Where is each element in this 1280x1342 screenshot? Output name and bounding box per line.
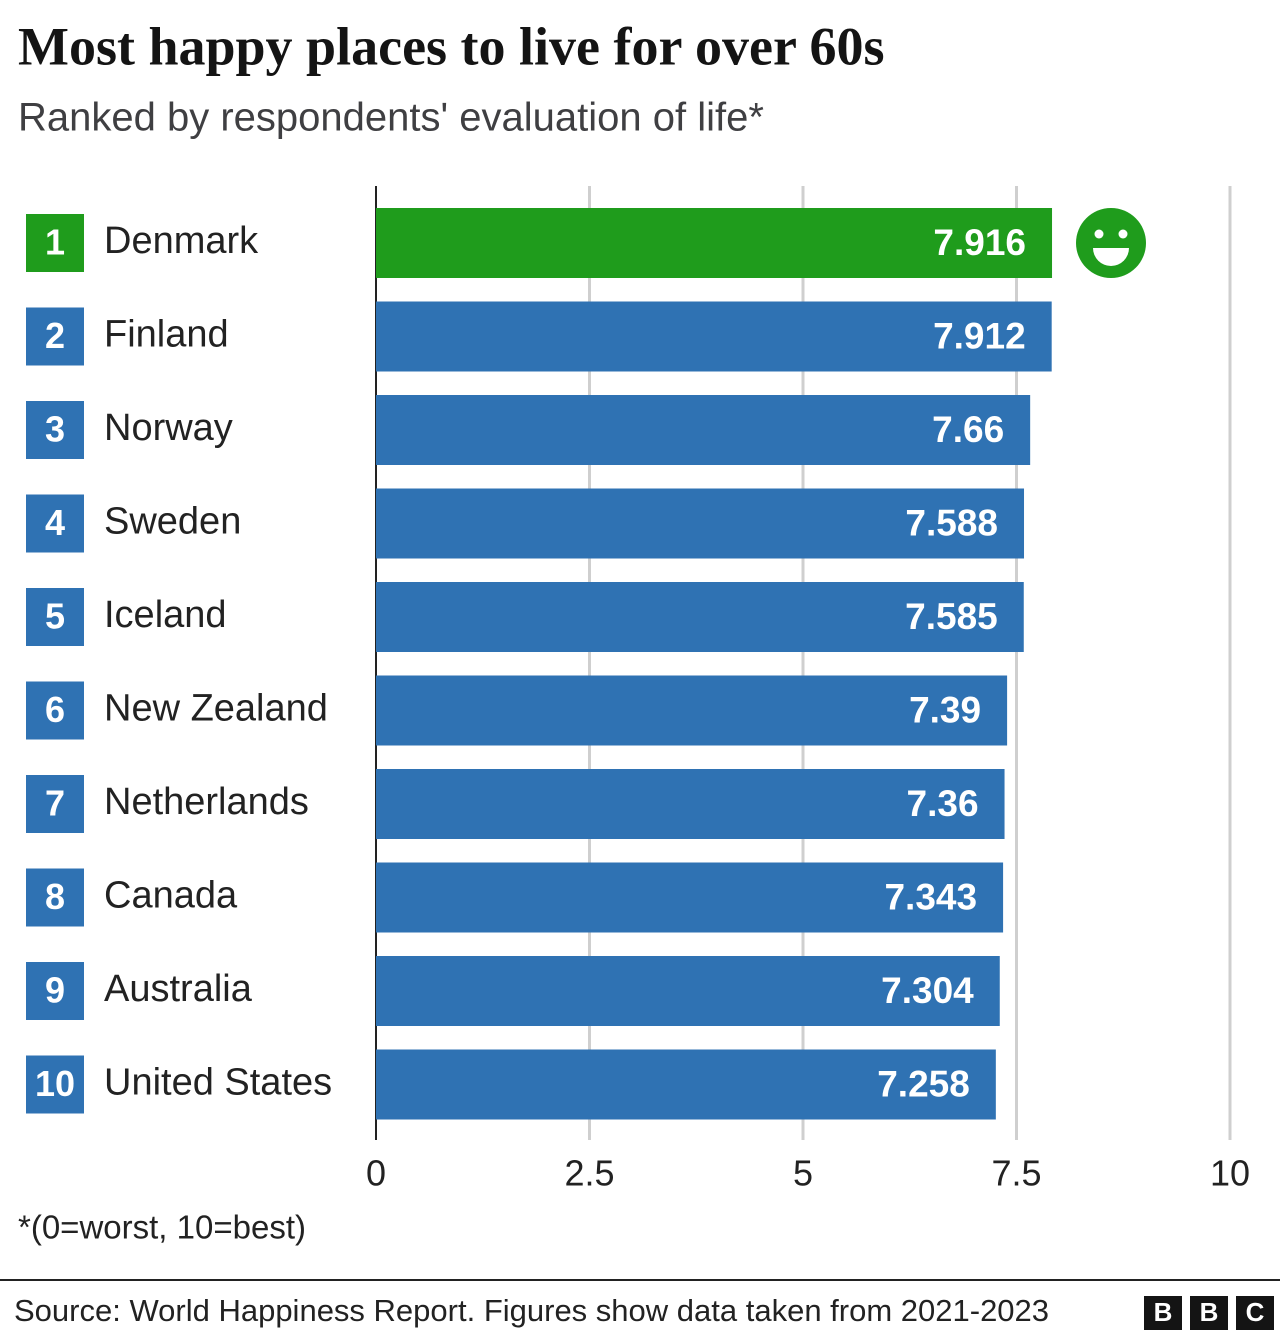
category-label: Netherlands: [104, 781, 309, 823]
footnote: *(0=worst, 10=best): [18, 1209, 306, 1246]
category-label: Canada: [104, 875, 238, 917]
bar: [376, 208, 1053, 278]
rank-box: [26, 494, 84, 553]
rank-label: 3: [45, 409, 65, 450]
rank-label: 8: [45, 876, 65, 917]
bar: [376, 675, 1008, 746]
bar: [376, 956, 1000, 1026]
smiley-icon: [1076, 208, 1146, 278]
rank-box: [26, 775, 84, 833]
x-tick-label: 5: [793, 1153, 813, 1194]
chart-title: Most happy places to live for over 60s: [18, 16, 884, 76]
rank-label: 2: [45, 315, 65, 356]
value-label: 7.916: [933, 222, 1026, 263]
logo-box: [1236, 1296, 1274, 1330]
value-label: 7.39: [909, 689, 981, 730]
value-label: 7.912: [933, 315, 1026, 356]
rank-box: [26, 307, 84, 366]
value-label: 7.36: [907, 783, 979, 824]
rank-label: 5: [45, 596, 65, 637]
x-tick-label: 2.5: [564, 1153, 614, 1194]
bar: [376, 488, 1025, 559]
bar: [376, 301, 1052, 372]
category-label: Denmark: [104, 220, 259, 262]
category-label: Iceland: [104, 594, 227, 636]
bar: [376, 1049, 996, 1120]
value-label: 7.66: [932, 409, 1004, 450]
logo-letter: C: [1246, 1297, 1265, 1327]
rank-label: 1: [45, 222, 65, 263]
rank-label: 10: [35, 1063, 75, 1104]
rank-box: [26, 1055, 84, 1114]
value-label: 7.343: [884, 876, 977, 917]
rank-box: [26, 401, 84, 459]
value-label: 7.258: [877, 1063, 970, 1104]
rank-box: [26, 214, 84, 272]
x-tick-label: 10: [1210, 1153, 1250, 1194]
logo-letter: B: [1200, 1297, 1219, 1327]
logo-box: [1190, 1296, 1228, 1330]
rank-box: [26, 962, 84, 1020]
rank-label: 7: [45, 783, 65, 824]
bar: [376, 862, 1004, 933]
category-label: United States: [104, 1062, 332, 1104]
rank-label: 4: [45, 502, 65, 543]
rank-box: [26, 868, 84, 927]
rank-label: 9: [45, 970, 65, 1011]
rank-label: 6: [45, 689, 65, 730]
bar: [376, 769, 1005, 839]
category-label: Finland: [104, 314, 229, 356]
category-label: New Zealand: [104, 688, 328, 730]
value-label: 7.585: [905, 596, 998, 637]
logo-box: [1144, 1296, 1182, 1330]
category-label: Australia: [104, 968, 253, 1010]
category-label: Norway: [104, 407, 233, 449]
source: Source: World Happiness Report. Figures …: [14, 1293, 1049, 1328]
rank-box: [26, 588, 84, 646]
logo-letter: B: [1154, 1297, 1173, 1327]
x-tick-label: 0: [366, 1153, 386, 1194]
bar: [376, 582, 1024, 652]
category-label: Sweden: [104, 501, 241, 543]
value-label: 7.304: [881, 970, 974, 1011]
x-tick-label: 7.5: [991, 1153, 1041, 1194]
value-label: 7.588: [905, 502, 998, 543]
chart-subtitle: Ranked by respondents' evaluation of lif…: [18, 96, 764, 140]
bars: 1 Denmark 7.916 2 Finland 7.912 3 Norway 7.66 4 Sw…: [26, 208, 1053, 1120]
bar: [376, 395, 1031, 465]
rank-box: [26, 681, 84, 740]
